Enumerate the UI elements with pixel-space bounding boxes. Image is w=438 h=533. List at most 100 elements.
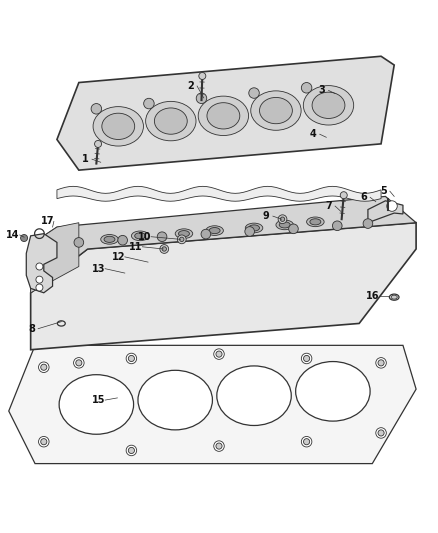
Circle shape xyxy=(214,441,224,451)
Circle shape xyxy=(157,232,167,241)
Circle shape xyxy=(74,358,84,368)
Ellipse shape xyxy=(198,96,249,135)
Circle shape xyxy=(76,360,82,366)
Circle shape xyxy=(126,445,137,456)
Polygon shape xyxy=(9,345,416,464)
Ellipse shape xyxy=(104,236,115,243)
Ellipse shape xyxy=(154,108,187,134)
Circle shape xyxy=(180,237,184,241)
Ellipse shape xyxy=(131,231,149,241)
Text: 3: 3 xyxy=(318,85,325,95)
Circle shape xyxy=(363,219,373,229)
Circle shape xyxy=(378,430,384,436)
Text: 7: 7 xyxy=(325,201,332,211)
Text: 2: 2 xyxy=(187,81,194,91)
Ellipse shape xyxy=(101,235,118,244)
Text: 15: 15 xyxy=(92,395,105,405)
Circle shape xyxy=(199,72,206,79)
Ellipse shape xyxy=(206,226,223,236)
Ellipse shape xyxy=(102,113,135,140)
Circle shape xyxy=(245,227,254,236)
Ellipse shape xyxy=(135,233,145,239)
Circle shape xyxy=(160,245,169,253)
Circle shape xyxy=(36,263,43,270)
Ellipse shape xyxy=(276,220,293,230)
Circle shape xyxy=(39,437,49,447)
Circle shape xyxy=(216,443,222,449)
Ellipse shape xyxy=(303,86,354,125)
Circle shape xyxy=(21,235,28,241)
Ellipse shape xyxy=(312,92,345,118)
Polygon shape xyxy=(31,197,416,293)
Circle shape xyxy=(304,439,310,445)
Circle shape xyxy=(91,103,102,114)
Polygon shape xyxy=(26,233,57,293)
Circle shape xyxy=(301,83,312,93)
Text: 4: 4 xyxy=(310,129,317,139)
Ellipse shape xyxy=(279,222,290,228)
Circle shape xyxy=(74,238,84,247)
Ellipse shape xyxy=(59,375,134,434)
Ellipse shape xyxy=(145,101,196,141)
Text: 8: 8 xyxy=(28,324,35,334)
Ellipse shape xyxy=(391,295,397,299)
Ellipse shape xyxy=(259,98,293,124)
Text: 6: 6 xyxy=(360,192,367,203)
Polygon shape xyxy=(31,223,416,350)
Ellipse shape xyxy=(251,91,301,130)
Text: 1: 1 xyxy=(82,154,89,164)
Text: 16: 16 xyxy=(367,291,380,301)
Circle shape xyxy=(126,353,137,364)
Circle shape xyxy=(36,276,43,283)
Ellipse shape xyxy=(178,231,189,237)
Ellipse shape xyxy=(93,107,143,146)
Circle shape xyxy=(332,221,342,231)
Circle shape xyxy=(304,356,310,361)
Circle shape xyxy=(280,217,285,221)
Ellipse shape xyxy=(307,217,324,227)
Circle shape xyxy=(289,224,298,233)
Circle shape xyxy=(301,353,312,364)
Polygon shape xyxy=(368,201,403,223)
Circle shape xyxy=(41,364,47,370)
Circle shape xyxy=(39,362,49,373)
Text: 13: 13 xyxy=(92,264,105,273)
Circle shape xyxy=(214,349,224,359)
Ellipse shape xyxy=(138,370,212,430)
Circle shape xyxy=(278,215,287,223)
Polygon shape xyxy=(57,56,394,170)
Circle shape xyxy=(95,140,102,148)
Polygon shape xyxy=(57,187,381,201)
Circle shape xyxy=(249,88,259,98)
Circle shape xyxy=(41,439,47,445)
Ellipse shape xyxy=(296,361,370,421)
Circle shape xyxy=(340,192,347,199)
Ellipse shape xyxy=(209,228,220,233)
Ellipse shape xyxy=(249,225,259,231)
Circle shape xyxy=(376,427,386,438)
Ellipse shape xyxy=(175,229,193,238)
Circle shape xyxy=(36,284,43,291)
Circle shape xyxy=(196,93,207,103)
Ellipse shape xyxy=(217,366,291,425)
Ellipse shape xyxy=(207,103,240,129)
Circle shape xyxy=(301,437,312,447)
Circle shape xyxy=(378,360,384,366)
Circle shape xyxy=(128,447,134,454)
Text: 9: 9 xyxy=(263,211,270,221)
Text: 17: 17 xyxy=(41,216,54,227)
Circle shape xyxy=(177,235,186,244)
Text: 10: 10 xyxy=(138,232,151,242)
Circle shape xyxy=(376,358,386,368)
Circle shape xyxy=(144,98,154,109)
Circle shape xyxy=(128,356,134,361)
Ellipse shape xyxy=(245,223,263,233)
Circle shape xyxy=(201,229,211,239)
Circle shape xyxy=(387,201,397,211)
Ellipse shape xyxy=(310,219,321,225)
Circle shape xyxy=(118,236,127,245)
Text: 5: 5 xyxy=(380,186,387,196)
Text: 11: 11 xyxy=(129,242,142,252)
Circle shape xyxy=(162,247,166,251)
Text: 14: 14 xyxy=(7,230,20,240)
